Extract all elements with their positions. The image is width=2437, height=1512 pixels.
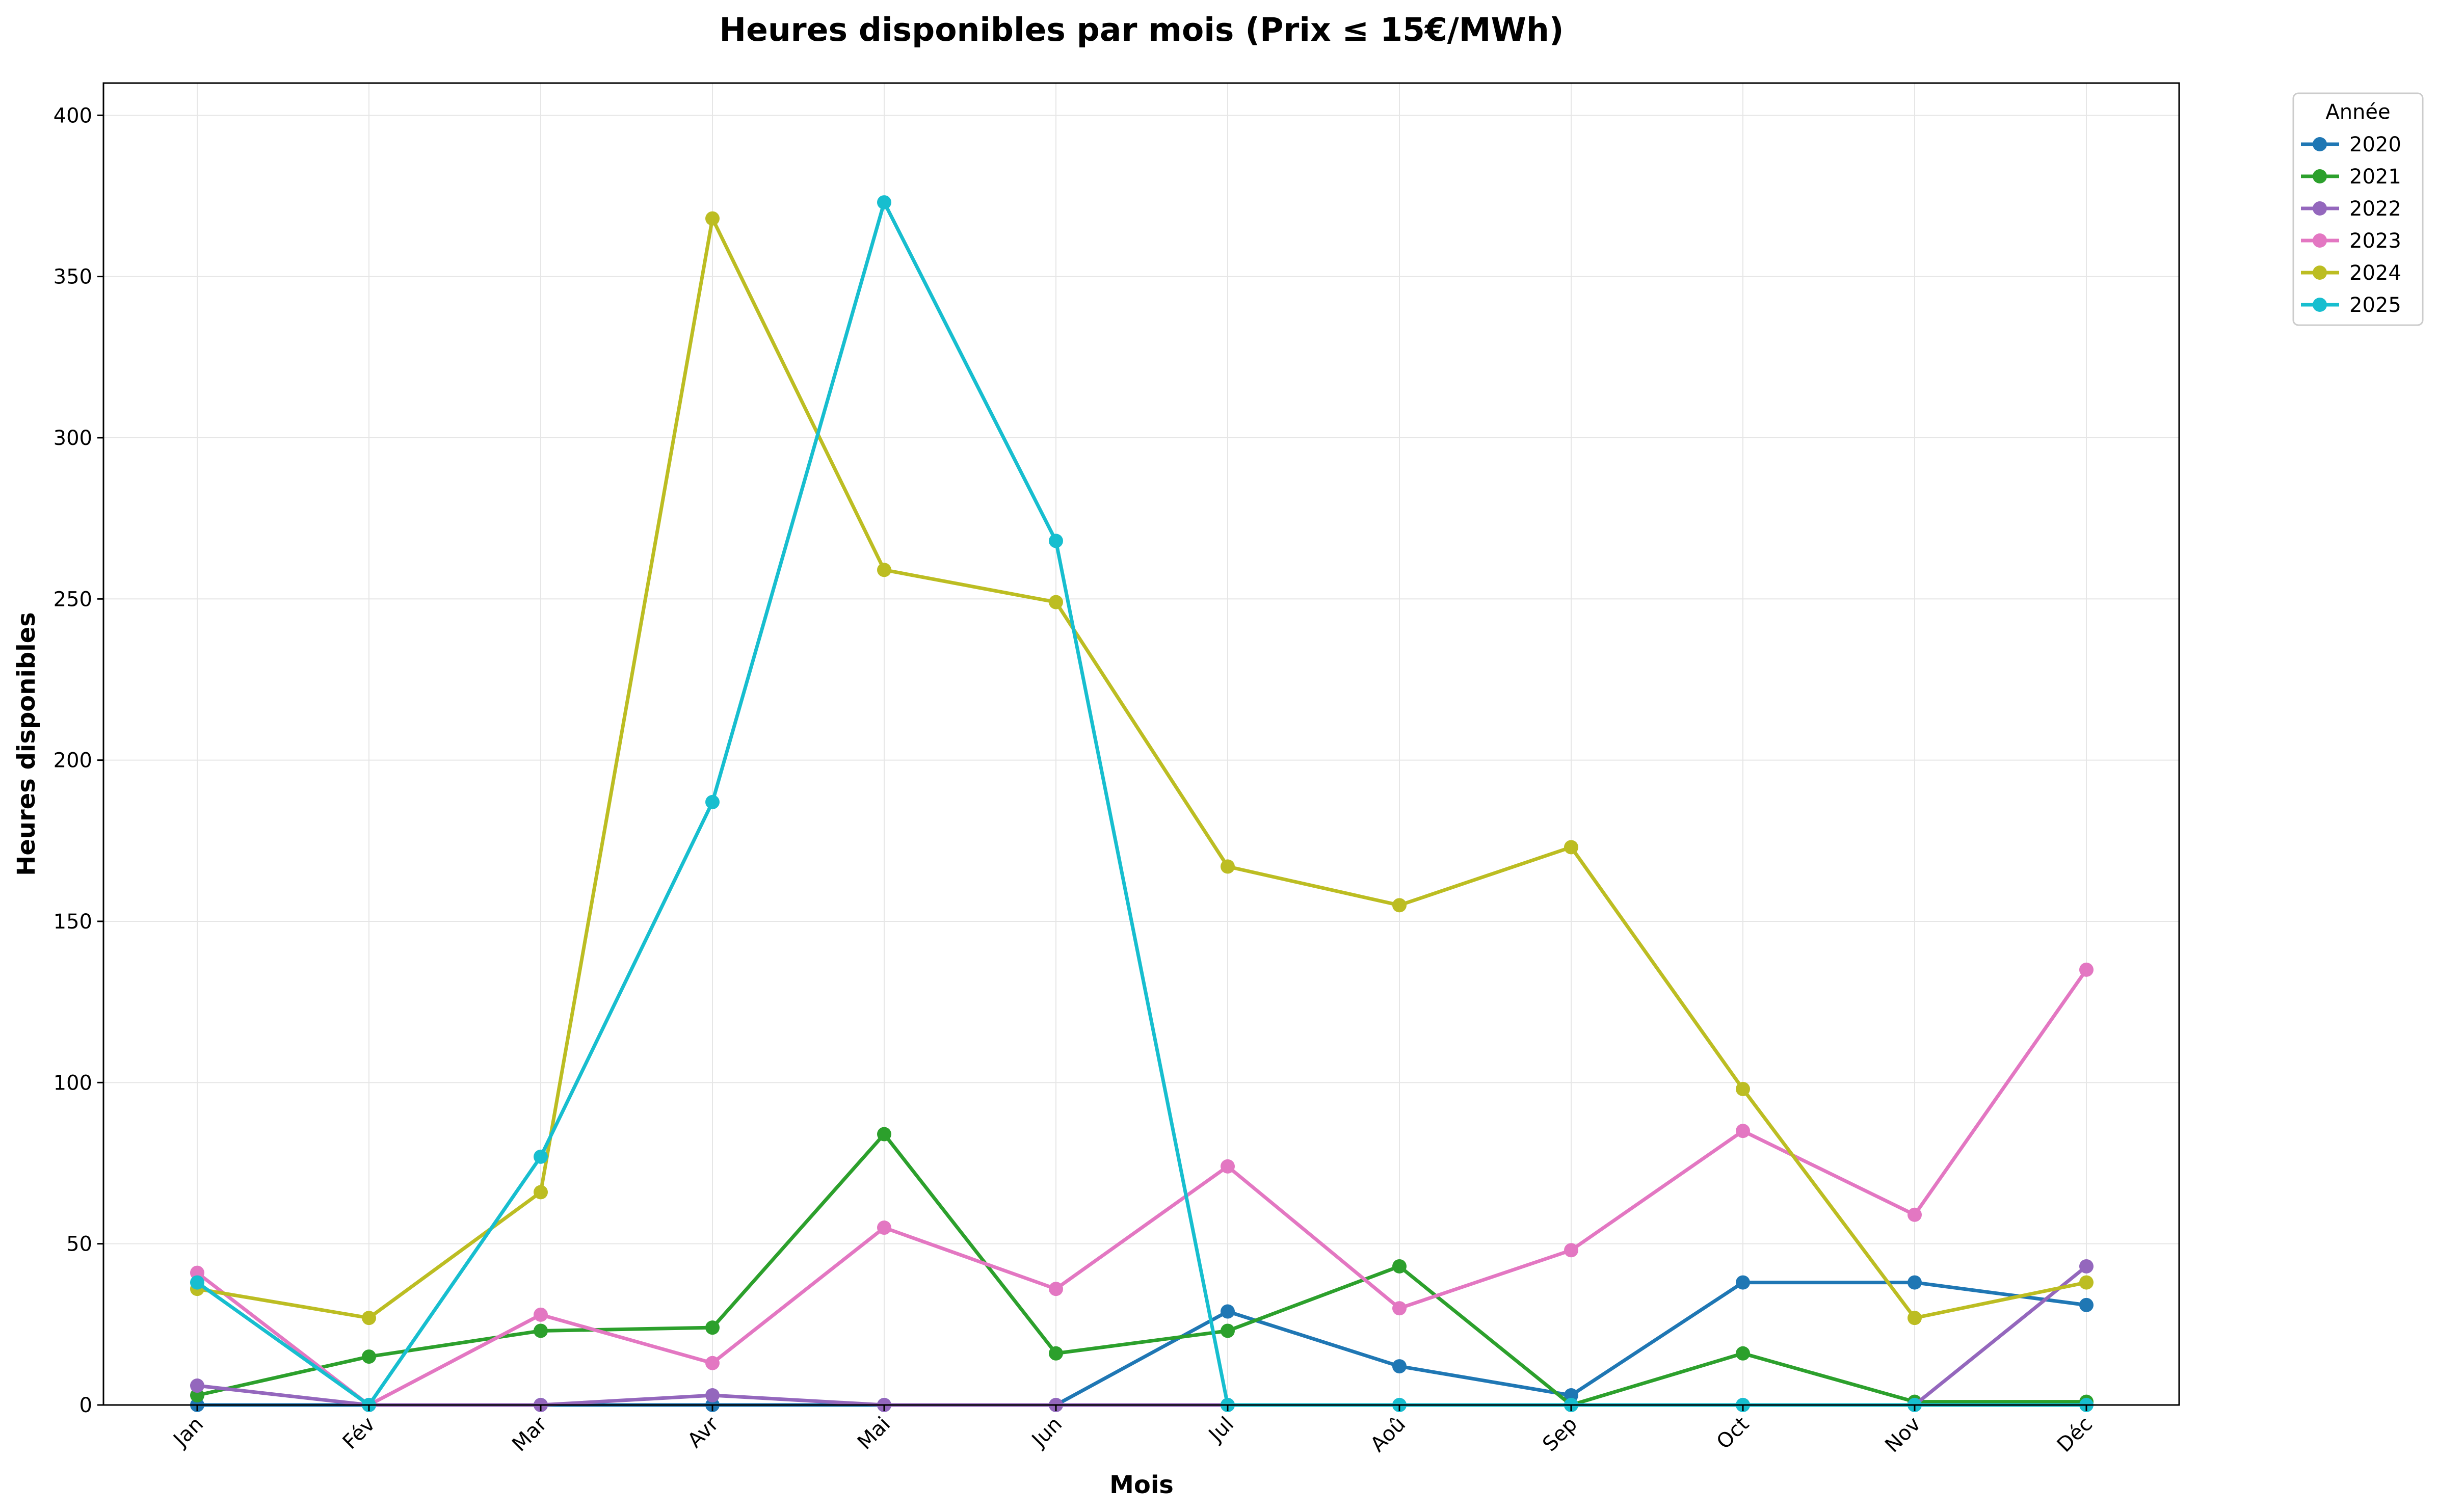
data-point	[1049, 595, 1063, 609]
data-point	[1392, 1301, 1407, 1316]
data-point	[534, 1307, 548, 1322]
series-line-2023	[195, 968, 2088, 1407]
data-point	[2079, 1297, 2094, 1312]
data-point	[1392, 898, 1407, 913]
plot-frame	[102, 82, 2180, 1406]
data-point	[362, 1349, 376, 1364]
legend-label-2023: 2023	[2349, 229, 2401, 253]
y-tick-label: 100	[54, 1071, 92, 1095]
legend-label-2020: 2020	[2349, 133, 2401, 156]
y-axis-label: Heures disponibles	[12, 612, 41, 876]
legend-label-2021: 2021	[2349, 165, 2401, 189]
y-tick-label: 400	[54, 104, 92, 127]
data-point	[705, 1320, 720, 1335]
legend-marker-2024	[2313, 266, 2327, 280]
data-point	[1221, 1159, 1235, 1174]
chart-title: Heures disponibles par mois (Prix ≤ 15€/…	[719, 11, 1564, 48]
data-point	[534, 1149, 548, 1164]
data-point	[1908, 1311, 1922, 1325]
legend-title: Année	[2325, 100, 2390, 124]
data-point	[705, 794, 720, 809]
legend-marker-2023	[2313, 233, 2327, 248]
data-point	[190, 1275, 204, 1290]
series-2023	[190, 962, 2094, 1412]
data-point	[1736, 1124, 1750, 1138]
y-tick-label: 350	[54, 266, 92, 289]
data-point	[1221, 1304, 1235, 1319]
legend-box	[2292, 92, 2424, 326]
data-point	[1908, 1275, 1922, 1290]
data-point	[190, 1378, 204, 1393]
series-line-2021	[195, 1132, 2088, 1407]
legend-label-2022: 2022	[2349, 197, 2401, 221]
data-point	[1736, 1081, 1750, 1096]
data-point	[534, 1323, 548, 1338]
data-point	[1392, 1359, 1407, 1374]
data-point	[705, 211, 720, 226]
data-point	[362, 1311, 376, 1325]
x-axis-label: Mois	[1109, 1471, 1174, 1499]
data-point	[2079, 1275, 2094, 1290]
data-point	[1392, 1259, 1407, 1274]
data-point	[1736, 1275, 1750, 1290]
legend: Année 2020 2021 2022 2023 2024 2025	[2292, 92, 2424, 326]
y-tick-label: 50	[66, 1233, 92, 1256]
legend-marker-2020	[2313, 137, 2327, 151]
legend-label-2025: 2025	[2349, 294, 2401, 317]
data-point	[1049, 1346, 1063, 1361]
legend-label-2024: 2024	[2349, 261, 2401, 285]
data-point	[1221, 1323, 1235, 1338]
data-point	[705, 1388, 720, 1403]
grid	[103, 83, 2179, 1405]
legend-marker-2021	[2313, 169, 2327, 183]
legend-marker-2025	[2313, 298, 2327, 312]
series-line-2024	[195, 217, 2088, 1320]
data-point	[877, 1127, 891, 1142]
data-point	[1049, 1282, 1063, 1296]
data-point	[877, 563, 891, 577]
data-point	[1736, 1346, 1750, 1361]
data-point	[705, 1356, 720, 1370]
data-point	[1221, 859, 1235, 874]
legend-marker-2022	[2313, 201, 2327, 216]
data-point	[2079, 1259, 2094, 1274]
y-tick-label: 300	[54, 427, 92, 450]
data-point	[2079, 962, 2094, 977]
data-point	[1564, 1243, 1578, 1258]
data-point	[877, 195, 891, 210]
data-point	[1049, 534, 1063, 548]
y-tick-label: 250	[54, 588, 92, 611]
data-point	[534, 1185, 548, 1200]
y-tick-label: 200	[54, 749, 92, 773]
data-point	[877, 1221, 891, 1235]
y-tick-label: 150	[54, 910, 92, 934]
data-point	[1564, 840, 1578, 855]
data-point	[1908, 1207, 1922, 1222]
y-tick-label: 0	[80, 1394, 92, 1417]
